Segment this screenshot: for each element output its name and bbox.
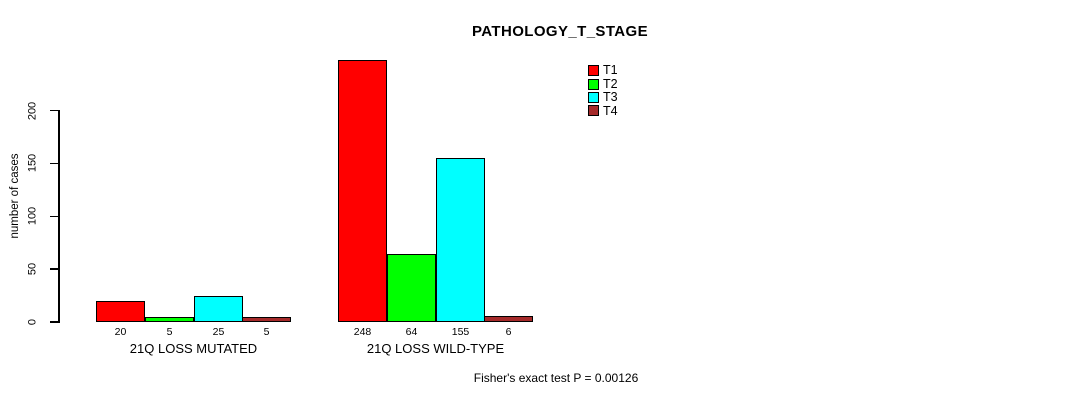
bar-t4-group2 (484, 316, 533, 322)
y-tick-label: 200 (26, 101, 39, 120)
fisher-test-annotation: Fisher's exact test P = 0.00126 (473, 371, 639, 385)
legend-label: T4 (603, 103, 618, 118)
legend-swatch-t1 (588, 65, 599, 77)
bar-value-label: 248 (353, 326, 372, 338)
legend-label: T3 (603, 90, 618, 105)
y-tick-mark (50, 321, 58, 323)
legend: T1 T2 T3 T4 (588, 64, 618, 118)
bar-t3-group1 (194, 296, 243, 322)
y-tick-label: 100 (26, 207, 39, 226)
chart-title: PATHOLOGY_T_STAGE (472, 23, 648, 40)
bar-value-label: 64 (405, 326, 418, 338)
legend-swatch-t2 (588, 78, 599, 90)
y-tick-mark (50, 162, 58, 165)
bar-value-label: 5 (166, 326, 173, 338)
legend-label: T1 (603, 63, 618, 78)
legend-label: T2 (603, 76, 618, 91)
bar-value-label: 6 (505, 326, 512, 338)
bar-t2-group1 (145, 317, 194, 322)
bar-t2-group2 (387, 254, 436, 322)
bar-value-label: 25 (212, 326, 225, 338)
y-tick-label: 150 (26, 154, 39, 173)
x-category-label: 21Q LOSS MUTATED (129, 341, 258, 356)
legend-item-t3: T3 (588, 91, 618, 104)
bar-value-label: 20 (114, 326, 127, 338)
y-axis-line (58, 110, 60, 323)
bar-t4-group1 (242, 317, 291, 322)
y-tick-label: 0 (26, 318, 39, 326)
bar-t3-group2 (436, 158, 485, 322)
y-tick-mark (50, 109, 58, 112)
y-tick-mark (50, 215, 58, 217)
legend-item-t2: T2 (588, 77, 618, 90)
legend-swatch-t4 (588, 105, 599, 117)
y-tick-mark (50, 268, 58, 270)
legend-item-t4: T4 (588, 104, 618, 117)
y-axis-label: number of cases (9, 153, 21, 239)
bar-t1-group2 (338, 60, 387, 322)
x-category-label: 21Q LOSS WILD-TYPE (366, 341, 505, 356)
y-tick-label: 50 (26, 263, 39, 276)
bar-value-label: 5 (263, 326, 270, 338)
legend-item-t1: T1 (588, 64, 618, 77)
legend-swatch-t3 (588, 91, 599, 103)
bar-t1-group1 (96, 301, 145, 322)
bar-value-label: 155 (451, 326, 470, 338)
